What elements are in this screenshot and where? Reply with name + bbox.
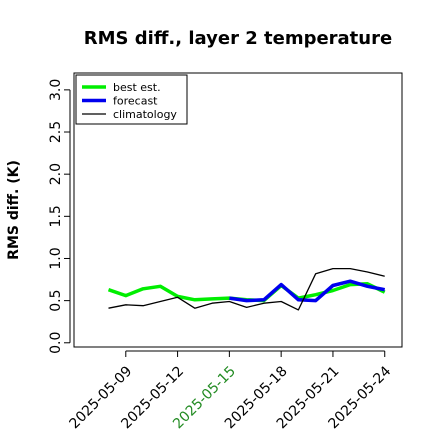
y-tick-label: 1.0 (48, 247, 64, 269)
y-tick-label: 0.0 (48, 332, 64, 354)
y-tick-label: 2.5 (48, 121, 64, 143)
y-tick-label: 2.0 (48, 163, 64, 185)
y-tick-label: 3.0 (48, 79, 64, 101)
series-layer (107, 267, 386, 311)
series-line (108, 267, 385, 311)
series-line (229, 279, 386, 303)
series-climatology (108, 267, 385, 311)
legend-label: forecast (113, 95, 158, 108)
chart-title: RMS diff., layer 2 temperature (84, 28, 392, 49)
series-best-est (107, 282, 386, 303)
y-axis: 0.0 0.5 1.0 1.5 2.0 2.5 3.0 (48, 79, 71, 354)
legend-label: best est. (113, 81, 161, 94)
legend-label: climatology (113, 108, 177, 121)
series-forecast (229, 279, 386, 303)
y-axis-label: RMS diff. (K) (6, 160, 22, 260)
series-line (107, 282, 386, 303)
y-tick-label: 0.5 (48, 289, 64, 311)
x-axis: 2025-05-092025-05-122025-05-152025-05-18… (67, 350, 394, 432)
y-tick-label: 1.5 (48, 205, 64, 227)
plot-frame (73, 72, 403, 348)
